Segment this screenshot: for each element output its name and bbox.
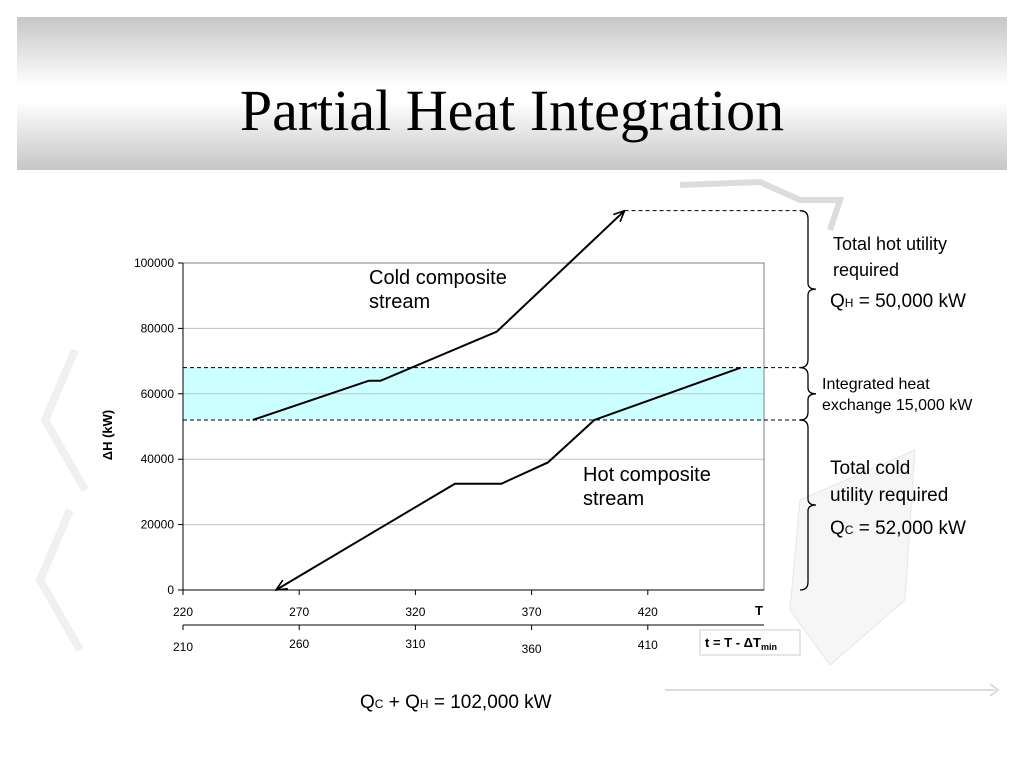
x-axis-label-hot: T — [755, 603, 763, 618]
qc-amount: = 52,000 kW — [853, 518, 966, 539]
qh-amount: = 50,000 kW — [853, 291, 966, 312]
x-tick-label-hot: 220 — [173, 605, 193, 619]
hot-utility-bracket — [799, 210, 817, 369]
y-tick-label: 20000 — [141, 518, 175, 532]
hot-composite-line — [276, 366, 742, 590]
hot-stream-label: Hot composite stream — [583, 463, 711, 511]
total-utility: QC + QH = 102,000 kW — [360, 691, 552, 716]
cold-composite-line — [252, 211, 625, 421]
x-tick-label-shifted: 410 — [638, 638, 658, 652]
y-tick-label: 80000 — [141, 321, 175, 335]
x-tick-label-shifted: 310 — [405, 637, 425, 651]
x-tick-label-hot: 270 — [289, 605, 309, 619]
cold-stream-label-line1: Cold composite — [369, 267, 507, 289]
cold-stream-label-line2: stream — [369, 291, 431, 313]
y-tick-label: 40000 — [141, 452, 175, 466]
qh-value: QH = 50,000 kW — [830, 290, 966, 315]
hot-utility-line1: Total hot utility — [833, 234, 948, 254]
x-tick-label-shifted: 210 — [173, 640, 193, 654]
cold-utility-line1: Total cold — [830, 458, 911, 479]
y-tick-label: 0 — [167, 583, 174, 597]
y-tick-label: 60000 — [141, 387, 175, 401]
x-tick-label-hot: 370 — [522, 605, 542, 619]
cold-stream-label: Cold composite stream — [369, 266, 507, 314]
integrated-line1: Integrated heat — [822, 376, 930, 393]
y-tick-label: 100000 — [134, 256, 174, 270]
total-plus-q: + Q — [383, 692, 420, 713]
x-tick-label-shifted: 260 — [289, 637, 309, 651]
x-tick-label-shifted: 360 — [522, 642, 542, 656]
qh-symbol: Q — [830, 291, 845, 312]
shifted-axis-label-main: t = T - ΔT — [705, 635, 761, 650]
hot-stream-label-line2: stream — [583, 488, 645, 510]
x-axis-label-shifted: t = T - ΔTmin — [705, 635, 777, 652]
qh-subscript: H — [844, 296, 854, 310]
qc-subscript: C — [844, 523, 854, 537]
total-qc-subscript: C — [374, 697, 384, 711]
cold-utility-line2: utility required — [830, 485, 949, 506]
qc-value: QC = 52,000 kW — [830, 517, 966, 542]
qc-symbol: Q — [830, 518, 845, 539]
cold-utility-bracket — [799, 419, 817, 591]
integrated-heat-bracket — [799, 366, 817, 421]
hot-utility-line2: required — [833, 260, 900, 280]
total-qc-symbol: Q — [360, 692, 375, 713]
x-tick-label-hot: 420 — [638, 605, 658, 619]
total-amount: = 102,000 kW — [428, 692, 552, 713]
shifted-axis-label-sub: min — [761, 642, 777, 652]
integrated-heat-label: Integrated heat exchange 15,000 kW — [822, 374, 972, 416]
y-axis-label: ΔH (kW) — [100, 410, 115, 461]
shifted-label-box — [699, 629, 801, 656]
title-bar: Partial Heat Integration — [17, 17, 1007, 170]
page-title: Partial Heat Integration — [239, 78, 785, 143]
hot-stream-label-line1: Hot composite — [583, 464, 711, 486]
integrated-line2: exchange 15,000 kW — [822, 397, 973, 414]
cold-utility-label: Total cold utility required — [830, 455, 948, 509]
hot-utility-label: Total hot utility required — [833, 231, 947, 283]
total-qh-subscript: H — [419, 697, 429, 711]
x-tick-label-hot: 320 — [405, 605, 425, 619]
